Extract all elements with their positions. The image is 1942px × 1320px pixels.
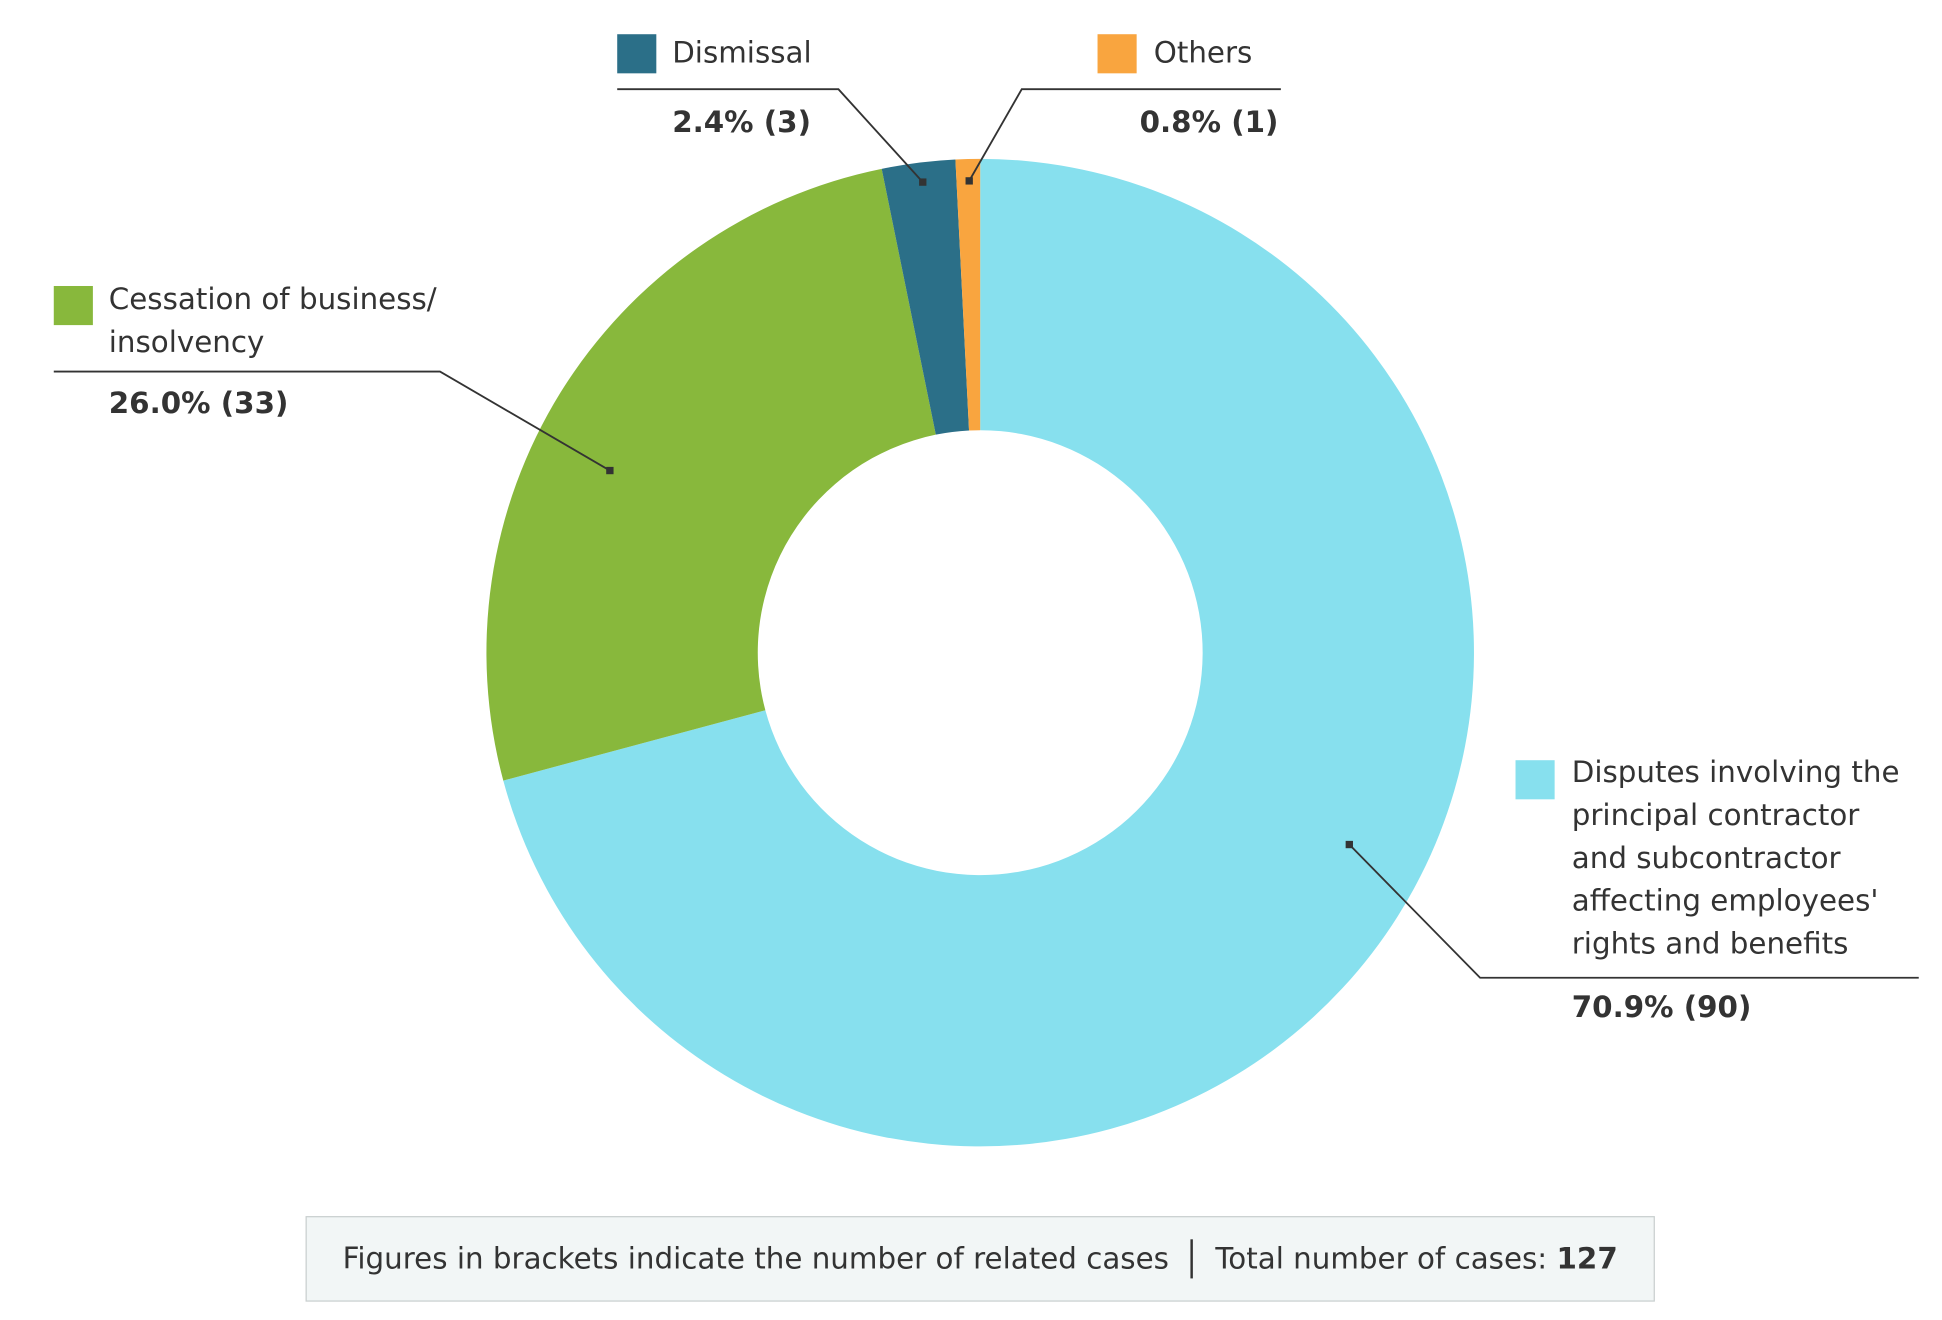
leader-line bbox=[617, 88, 924, 183]
legend-swatch bbox=[1515, 760, 1555, 800]
legend-label: Disputes involving the principal contrac… bbox=[1571, 755, 1900, 961]
note: Figures in brackets indicate the number … bbox=[342, 1241, 1169, 1276]
leader-line bbox=[1348, 843, 1919, 979]
legend-swatch bbox=[1097, 34, 1137, 74]
leader-dot bbox=[965, 177, 973, 185]
value-label: 26.0% (33) bbox=[108, 386, 289, 421]
chart: Figures in brackets indicate the number … bbox=[22, 0, 1919, 1320]
value-label: 70.9% (90) bbox=[1571, 989, 1752, 1025]
legend-label: Dismissal bbox=[672, 35, 812, 70]
legend-label: Cessation of business/ insolvency bbox=[108, 282, 437, 360]
leader-dot bbox=[1345, 840, 1353, 849]
legend-swatch bbox=[53, 285, 93, 326]
leader-line bbox=[968, 88, 1281, 182]
slice bbox=[503, 158, 1474, 1147]
leader-line bbox=[53, 370, 611, 472]
legend-label: Others bbox=[1153, 35, 1253, 70]
total-label: Total number of cases: bbox=[1215, 1241, 1548, 1276]
value-label: 2.4% (3) bbox=[672, 105, 812, 140]
slice bbox=[881, 159, 970, 435]
legend-swatch bbox=[617, 34, 657, 74]
total: 127 bbox=[1556, 1241, 1618, 1276]
slice bbox=[955, 158, 981, 431]
separator bbox=[1190, 1239, 1194, 1279]
leader-dot bbox=[919, 178, 927, 186]
leader-dot bbox=[606, 466, 614, 475]
value-label: 0.8% (1) bbox=[1139, 105, 1279, 140]
footnote: Figures in brackets indicate the number … bbox=[305, 1216, 1655, 1302]
slice bbox=[486, 168, 936, 781]
donut-chart bbox=[53, 88, 1919, 1147]
